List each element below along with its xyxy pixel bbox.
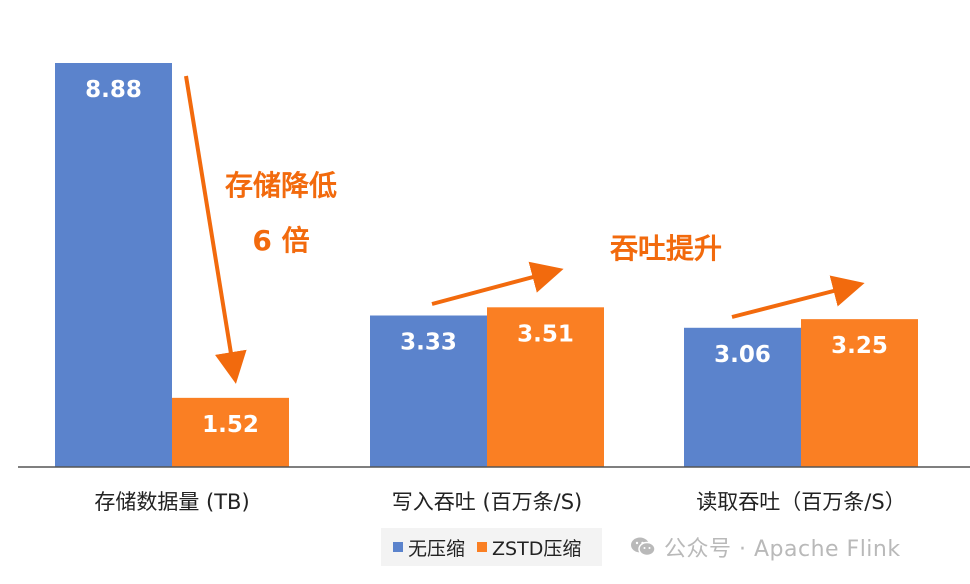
legend-label: 无压缩 — [408, 537, 466, 560]
watermark-text: 公众号 · Apache Flink — [664, 537, 901, 562]
legend-label: ZSTD压缩 — [492, 537, 582, 560]
bar-zstd-0 — [172, 397, 289, 467]
watermark: 公众号 · Apache Flink — [630, 530, 901, 564]
data-label: 8.88 — [85, 77, 142, 103]
annotation-storage-line2: 6 倍 — [252, 224, 309, 257]
legend-swatch-blue — [393, 542, 403, 552]
x-tick-label: 读取吞吐（百万条/S） — [696, 490, 905, 514]
data-label: 3.25 — [831, 333, 888, 359]
legend-entry-zstd: ZSTD压缩 — [477, 534, 581, 561]
annotation-storage-line1: 存储降低 — [225, 169, 337, 202]
annotation-throughput: 吞吐提升 — [610, 232, 722, 265]
data-label: 3.51 — [517, 321, 574, 347]
x-tick-label: 存储数据量 (TB) — [94, 490, 249, 514]
bar-zstd-2 — [801, 319, 918, 467]
bar-no-compression-0 — [55, 63, 172, 467]
data-label: 3.33 — [400, 330, 457, 356]
data-label: 3.06 — [714, 342, 771, 368]
bar-no-compression-1 — [370, 315, 487, 467]
bar-no-compression-2 — [684, 327, 801, 467]
legend: 无压缩 ZSTD压缩 — [381, 528, 602, 566]
data-label: 1.52 — [202, 412, 259, 438]
wechat-icon — [631, 537, 656, 557]
legend-swatch-orange — [477, 542, 488, 552]
storage-decrease-arrow — [184, 75, 247, 384]
write-throughput-arrow — [431, 261, 564, 306]
legend-entry-no-compression: 无压缩 — [393, 534, 465, 561]
read-throughput-arrow — [731, 275, 865, 319]
bar-zstd-1 — [487, 307, 604, 467]
x-tick-label: 写入吞吐 (百万条/S) — [392, 490, 582, 514]
